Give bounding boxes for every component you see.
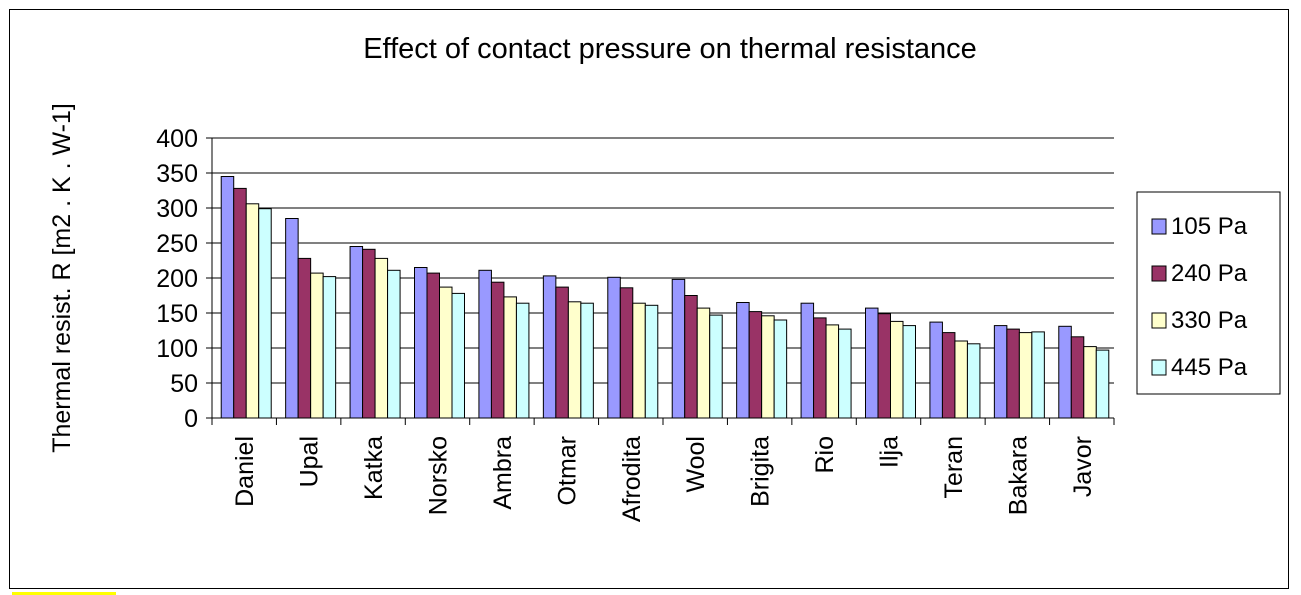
- y-tick-label: 350: [156, 160, 198, 188]
- bar-240-pa-norsko: [426, 272, 440, 419]
- bar-330-pa-afrodita: [632, 302, 646, 419]
- x-category-label: Afrodita: [618, 436, 646, 522]
- bar-445-pa-norsko: [451, 292, 465, 419]
- bar-240-pa-katka: [362, 248, 376, 419]
- bar-105-pa-norsko: [414, 267, 428, 419]
- bar-445-pa-otmar: [580, 302, 594, 419]
- x-category-label: Teran: [940, 436, 968, 499]
- bar-445-pa-rio: [838, 328, 852, 419]
- bar-330-pa-otmar: [567, 301, 582, 419]
- bar-445-pa-katka: [387, 269, 401, 419]
- bar-105-pa-teran: [929, 321, 943, 419]
- bar-330-pa-norsko: [439, 286, 453, 419]
- y-tick-label: 400: [156, 125, 198, 153]
- bar-330-pa-daniel: [245, 203, 260, 419]
- chart-title: Effect of contact pressure on thermal re…: [363, 33, 977, 65]
- bar-240-pa-ambra: [490, 281, 505, 419]
- bar-240-pa-bakara: [1006, 328, 1020, 419]
- bar-445-pa-teran: [966, 343, 981, 419]
- x-category-label: Javor: [1069, 436, 1097, 497]
- x-category-label: Bakara: [1004, 436, 1032, 515]
- bar-105-pa-javor: [1058, 325, 1072, 419]
- legend-swatch: [1151, 218, 1167, 235]
- bar-330-pa-bakara: [1018, 332, 1033, 419]
- x-category-label: Otmar: [553, 436, 581, 505]
- bar-330-pa-ambra: [503, 296, 517, 419]
- bar-445-pa-wool: [709, 314, 723, 419]
- bar-105-pa-rio: [800, 302, 815, 419]
- selection-marker: [12, 592, 116, 595]
- bar-240-pa-ilja: [877, 313, 891, 419]
- bar-240-pa-teran: [941, 332, 956, 419]
- bar-330-pa-javor: [1083, 346, 1097, 419]
- bar-445-pa-afrodita: [644, 304, 659, 419]
- x-category-label: Wool: [682, 436, 710, 493]
- x-category-label: Daniel: [231, 436, 259, 507]
- bar-105-pa-bakara: [993, 325, 1008, 419]
- y-axis-label: Thermal resist. R [m2 . K . W-1]: [48, 103, 76, 453]
- legend: 105 Pa 240 Pa 330 Pa 445 Pa: [1136, 191, 1281, 395]
- y-tick-label: 300: [156, 195, 198, 223]
- bar-105-pa-ilja: [865, 307, 879, 419]
- bar-240-pa-rio: [813, 317, 827, 419]
- legend-label: 105 Pa: [1171, 213, 1248, 240]
- bar-445-pa-bakara: [1031, 331, 1045, 419]
- y-tick-label: 200: [156, 265, 198, 293]
- bar-105-pa-ambra: [478, 269, 492, 419]
- bar-330-pa-teran: [954, 340, 968, 419]
- y-tick-label: 50: [170, 370, 198, 398]
- bar-105-pa-wool: [671, 278, 686, 419]
- bar-240-pa-wool: [684, 295, 698, 419]
- bar-330-pa-upal: [310, 272, 324, 419]
- legend-label: 330 Pa: [1171, 307, 1248, 334]
- bar-105-pa-otmar: [542, 275, 557, 419]
- y-tick-label: 250: [156, 230, 198, 258]
- x-category-label: Norsko: [425, 436, 453, 515]
- bar-330-pa-katka: [374, 257, 389, 419]
- legend-label: 445 Pa: [1171, 354, 1248, 381]
- y-tick-label: 150: [156, 300, 198, 328]
- bar-445-pa-brigita: [773, 319, 788, 419]
- y-tick-label: 0: [184, 405, 198, 433]
- legend-swatch: [1151, 312, 1167, 329]
- bar-445-pa-ambra: [515, 302, 530, 419]
- x-category-label: Ambra: [489, 436, 517, 510]
- x-category-label: Ilja: [876, 436, 904, 468]
- bar-105-pa-brigita: [736, 302, 750, 419]
- bar-105-pa-afrodita: [607, 276, 621, 419]
- bar-240-pa-otmar: [555, 286, 569, 419]
- y-tick-label: 100: [156, 335, 198, 363]
- x-category-label: Rio: [811, 436, 839, 474]
- bar-105-pa-katka: [349, 246, 364, 419]
- bar-445-pa-upal: [322, 276, 337, 419]
- plot-area: 0 50 100 150 200 250 300 350 400 Daniel Upal Katka N…: [156, 125, 1115, 522]
- bar-105-pa-daniel: [220, 176, 235, 419]
- bar-240-pa-upal: [297, 257, 312, 419]
- bar-445-pa-javor: [1095, 349, 1110, 419]
- bar-330-pa-wool: [696, 307, 711, 419]
- legend-label: 240 Pa: [1171, 260, 1248, 287]
- x-category-label: Upal: [296, 436, 324, 487]
- x-category-label: Katka: [360, 436, 388, 500]
- bar-240-pa-daniel: [233, 187, 247, 419]
- x-category-label: Brigita: [747, 436, 775, 507]
- legend-swatch: [1151, 359, 1167, 376]
- bar-445-pa-ilja: [902, 325, 916, 419]
- bar-240-pa-javor: [1070, 336, 1085, 419]
- bar-330-pa-rio: [825, 324, 840, 419]
- bar-330-pa-ilja: [890, 320, 904, 419]
- bar-330-pa-brigita: [761, 315, 775, 419]
- bar-240-pa-brigita: [748, 311, 763, 419]
- bar-240-pa-afrodita: [619, 287, 634, 419]
- legend-swatch: [1151, 265, 1167, 282]
- bar-445-pa-daniel: [258, 208, 272, 419]
- bar-105-pa-upal: [285, 218, 299, 419]
